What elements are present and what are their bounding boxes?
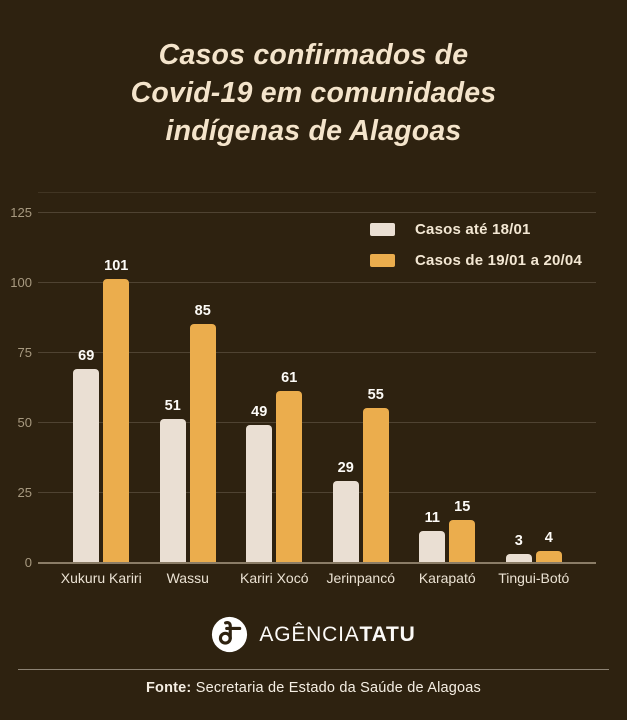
bar-value-label: 55 bbox=[367, 387, 384, 403]
bar-series-1-Tingui-Botó bbox=[535, 550, 562, 562]
gridline bbox=[38, 422, 596, 423]
bar-series-1-Xukuru Kariri bbox=[103, 279, 130, 562]
y-axis-tick-label: 0 bbox=[24, 555, 32, 570]
bar-value-label: 49 bbox=[251, 403, 268, 420]
bar-series-0-Kariri Xocó bbox=[246, 424, 273, 562]
legend-item-casos-19-01-a-20-04: Casos de 19/01 a 20/04 bbox=[370, 252, 582, 269]
gridline bbox=[38, 352, 596, 353]
bar-value-label: 3 bbox=[514, 532, 523, 549]
bar-series-1-Jerinpancó bbox=[362, 408, 389, 562]
bar-series-0-Tingui-Botó bbox=[505, 553, 532, 562]
bar-series-1-Karapató bbox=[449, 520, 476, 562]
y-axis-tick-label: 50 bbox=[17, 415, 32, 430]
y-axis-tick-label: 75 bbox=[17, 345, 32, 360]
bar-series-1-Kariri Xocó bbox=[276, 391, 303, 562]
x-axis-category-label: Tingui-Botó bbox=[498, 570, 570, 586]
bar-value-label: 4 bbox=[544, 529, 553, 546]
legend-label: Casos até 18/01 bbox=[415, 221, 531, 238]
x-axis-category-label: Xukuru Kariri bbox=[60, 570, 142, 586]
bar-series-1-Wassu bbox=[189, 324, 216, 562]
bar-series-0-Wassu bbox=[159, 419, 186, 562]
logo-text-tatu: TATU bbox=[359, 622, 416, 646]
bar-value-label: 15 bbox=[454, 499, 471, 515]
source-text: Secretaria de Estado da Saúde de Alagoas bbox=[191, 680, 482, 696]
legend-swatch-orange bbox=[370, 254, 395, 267]
gridline bbox=[38, 492, 596, 493]
bar-series-0-Karapató bbox=[419, 531, 446, 562]
gridline bbox=[38, 282, 596, 283]
y-axis-tick-label: 25 bbox=[17, 485, 32, 500]
plot-top-border bbox=[38, 192, 596, 194]
y-axis-tick-label: 100 bbox=[10, 275, 32, 290]
bar-value-label: 29 bbox=[337, 459, 354, 476]
gridline bbox=[38, 562, 596, 564]
chart-title: Casos confirmados de Covid-19 em comunid… bbox=[130, 39, 497, 147]
bar-chart: Casos até 18/01 Casos de 19/01 a 20/04 0… bbox=[0, 180, 627, 605]
bar-value-label: 61 bbox=[281, 370, 298, 387]
bar-value-label: 85 bbox=[194, 303, 211, 319]
x-axis-category-label: Jerinpancó bbox=[326, 570, 396, 586]
legend-label: Casos de 19/01 a 20/04 bbox=[415, 252, 583, 269]
tatu-logo-icon bbox=[212, 616, 248, 653]
bar-series-0-Xukuru Kariri bbox=[73, 368, 100, 562]
legend-swatch-cream bbox=[370, 223, 395, 236]
x-axis-category-label: Kariri Xocó bbox=[240, 570, 309, 586]
bar-value-label: 69 bbox=[78, 347, 95, 364]
source-attribution: Fonte: Secretaria de Estado da Saúde de … bbox=[0, 680, 627, 696]
x-axis-category-label: Wassu bbox=[166, 570, 209, 586]
bar-value-label: 51 bbox=[164, 398, 181, 415]
bar-value-label: 11 bbox=[424, 510, 440, 527]
y-axis-tick-label: 125 bbox=[10, 205, 32, 220]
legend: Casos até 18/01 Casos de 19/01 a 20/04 bbox=[370, 221, 582, 283]
bar-series-0-Jerinpancó bbox=[332, 480, 359, 562]
legend-item-casos-ate-18-01: Casos até 18/01 bbox=[370, 221, 582, 238]
source-label: Fonte: bbox=[145, 680, 192, 696]
gridline bbox=[38, 212, 596, 213]
logo-text-agencia: AGÊNCIA bbox=[259, 622, 360, 646]
agencia-tatu-logo: AGÊNCIATATU bbox=[0, 616, 627, 653]
footer-divider bbox=[18, 669, 609, 670]
bar-value-label: 101 bbox=[104, 258, 129, 275]
logo-wordmark: AGÊNCIATATU bbox=[259, 623, 415, 647]
x-axis-category-label: Karapató bbox=[418, 570, 476, 586]
